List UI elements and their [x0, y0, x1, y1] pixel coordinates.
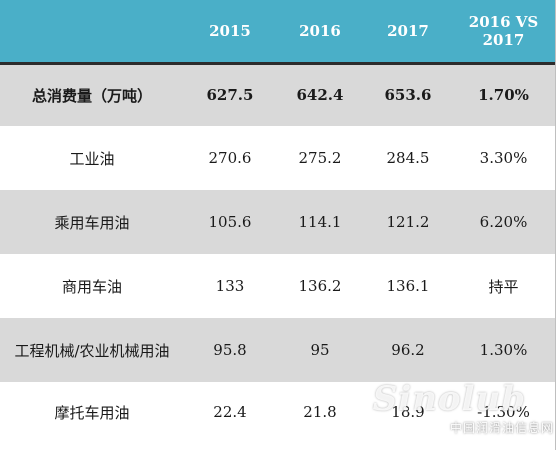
row-name: 工业油	[69, 149, 115, 168]
cell-change: 1.70%	[478, 86, 529, 105]
table-row: 乘用车用油 105.6 114.1 121.2 6.20%	[0, 190, 555, 254]
cell-2016: 114.1	[298, 213, 342, 231]
header-2016: 2016	[299, 21, 341, 40]
cell-2016: 642.4	[296, 86, 344, 105]
header-2017: 2017	[387, 21, 429, 40]
row-name: 商用车油	[61, 277, 122, 296]
cell-2017: 136.1	[386, 277, 430, 295]
cell-2015: 22.4	[213, 403, 247, 421]
header-change: 2016 VS 2017	[468, 12, 539, 49]
cell-2017: 96.2	[391, 341, 425, 359]
cell-change: 持平	[488, 277, 519, 296]
table-header-row: 2015 2016 2017 2016 VS 2017	[0, 0, 555, 63]
cell-change: 1.30%	[479, 341, 528, 359]
cell-2017: 284.5	[386, 149, 430, 167]
cell-change: -1.30%	[477, 403, 530, 421]
row-name: 总消费量（万吨）	[31, 86, 152, 105]
cell-2016: 95	[310, 341, 330, 359]
cell-2017: 653.6	[384, 86, 432, 105]
cell-2015: 95.8	[213, 341, 247, 359]
cell-2016: 136.2	[298, 277, 342, 295]
cell-2016: 21.8	[303, 403, 337, 421]
table-row: 工程机械/农业机械用油 95.8 95 96.2 1.30%	[0, 318, 555, 382]
header-category	[0, 0, 184, 63]
cell-2015: 627.5	[206, 86, 254, 105]
cell-2016: 275.2	[298, 149, 342, 167]
cell-2015: 105.6	[208, 213, 252, 231]
cell-2017: 18.9	[391, 403, 425, 421]
table-row: 商用车油 133 136.2 136.1 持平	[0, 254, 555, 318]
cell-2017: 121.2	[386, 213, 430, 231]
cell-2015: 270.6	[208, 149, 252, 167]
row-name: 摩托车用油	[54, 403, 130, 422]
row-name: 工程机械/农业机械用油	[14, 341, 170, 360]
cell-2015: 133	[215, 277, 245, 295]
table-row-total: 总消费量（万吨） 627.5 642.4 653.6 1.70%	[0, 63, 555, 126]
table-right-border	[555, 0, 556, 450]
cell-change: 6.20%	[479, 213, 528, 231]
cell-change: 3.30%	[479, 149, 528, 167]
table-row: 摩托车用油 22.4 21.8 18.9 -1.30%	[0, 382, 555, 442]
table-row: 工业油 270.6 275.2 284.5 3.30%	[0, 126, 555, 190]
consumption-table: 2015 2016 2017 2016 VS 2017 总消费量（万吨） 627…	[0, 0, 555, 442]
header-2015: 2015	[209, 21, 251, 40]
row-name: 乘用车用油	[54, 213, 130, 232]
